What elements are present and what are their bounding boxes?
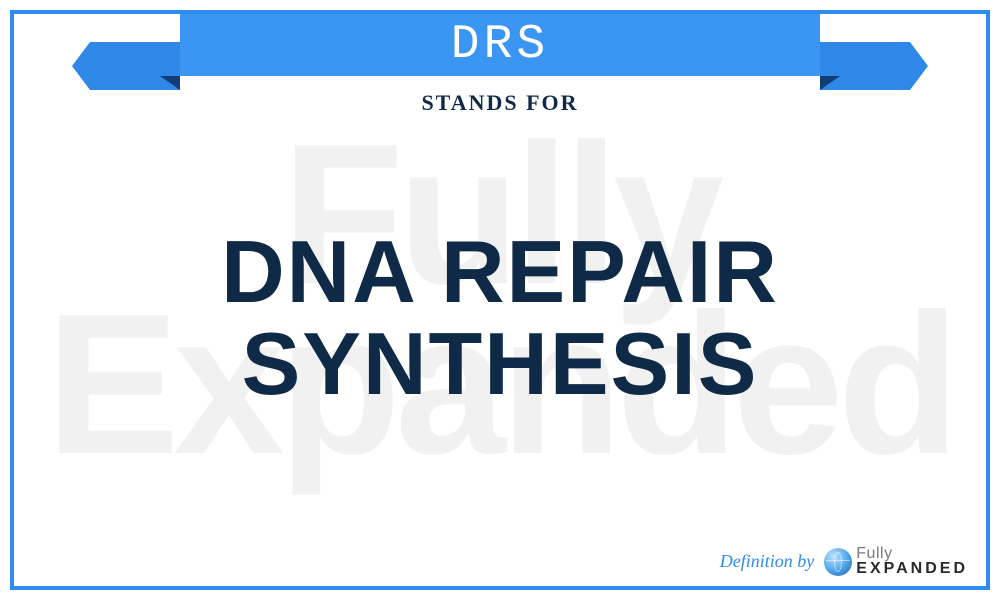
ribbon-fold-right xyxy=(820,76,840,90)
ribbon-fold-left xyxy=(160,76,180,90)
acronym-text: DRS xyxy=(451,18,549,72)
brand-logo: Fully EXPANDED xyxy=(824,547,968,576)
stands-for-label: STANDS FOR xyxy=(14,90,986,116)
definition-by-label: Definition by xyxy=(720,551,814,572)
definition-line1: DNA REPAIR xyxy=(63,226,938,318)
card-frame: Fully Expanded DRS STANDS FOR DNA REPAIR… xyxy=(10,10,990,590)
ribbon-main: DRS xyxy=(180,14,820,76)
footer: Definition by Fully EXPANDED xyxy=(720,547,968,576)
definition-line2: SYNTHESIS xyxy=(63,318,938,410)
brand-bottom: EXPANDED xyxy=(856,562,968,576)
definition-text: DNA REPAIR SYNTHESIS xyxy=(63,226,938,411)
brand-logo-text: Fully EXPANDED xyxy=(856,547,968,576)
globe-icon xyxy=(824,548,852,576)
